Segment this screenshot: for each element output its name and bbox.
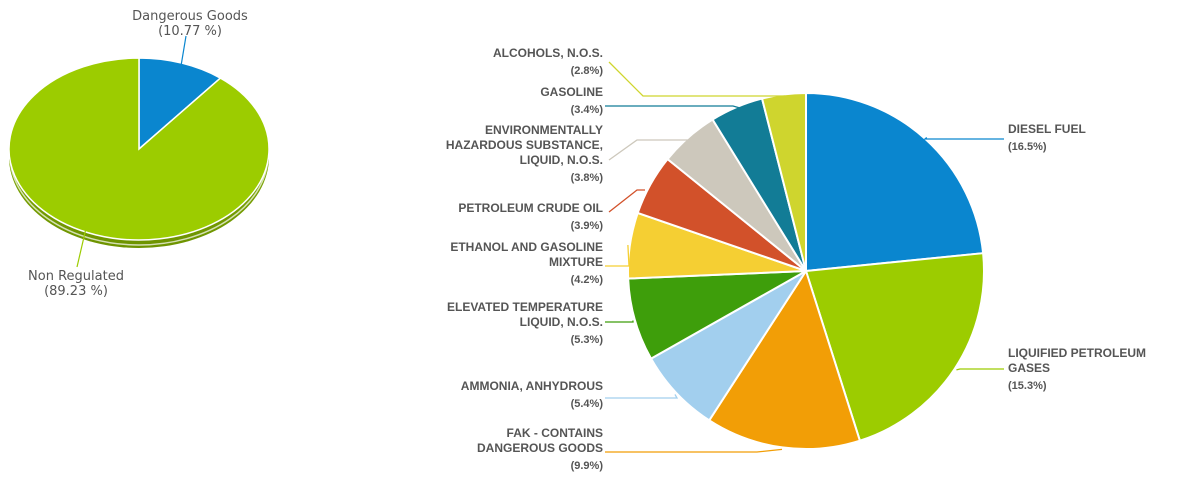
leader-line-elevated-temperature-liquid-n-o-s: [605, 320, 634, 323]
slice-label-petroleum-crude-oil: PETROLEUM CRUDE OIL: [458, 201, 603, 215]
slice-label-diesel-fuel: DIESEL FUEL: [1008, 122, 1086, 136]
pie-slice-fak-contains-dangerous-goods[interactable]: [707, 268, 862, 450]
slice-label-fak-contains-dangerous-goods: FAK - CONTAINS DANGEROUS GOODS: [477, 426, 603, 455]
slice-pct-ammonia-anhydrous: (5.4%): [571, 398, 604, 410]
pie-slice-diesel-fuel[interactable]: [805, 91, 985, 273]
slice-label-ammonia-anhydrous: AMMONIA, ANHYDROUS: [461, 379, 603, 393]
leader-line-petroleum-crude-oil: [608, 189, 645, 213]
slice-label-ethanol-and-gasoline-mixture: ETHANOL AND GASOLINE MIXTURE: [450, 240, 603, 269]
leader-line-gasoline: [605, 105, 741, 109]
slice-label-non-regulated: Non Regulated: [28, 269, 124, 284]
leader-line-alcohols-n-o-s: [608, 61, 785, 97]
slice-label-elevated-temperature-liquid-n-o-s: ELEVATED TEMPERATURE LIQUID, N.O.S.: [447, 300, 603, 329]
slice-pct-dangerous-goods: (10.77 %): [158, 24, 222, 39]
pie-slice-non-regulated[interactable]: [8, 57, 270, 241]
slice-pct-petroleum-crude-oil: (3.9%): [571, 220, 604, 232]
dangerous-goods-pie: Dangerous Goods(10.77 %) Non Regulated(89…: [8, 9, 270, 299]
pie-slice-dangerous-goods[interactable]: [138, 57, 222, 151]
slice-pct-elevated-temperature-liquid-n-o-s: (5.3%): [571, 334, 604, 346]
leader-line-environmentally-hazardous-substance-liquid-n-o-s: [608, 139, 689, 161]
slice-pct-fak-contains-dangerous-goods: (9.9%): [571, 460, 604, 472]
slice-pct-gasoline: (3.4%): [571, 104, 604, 116]
leader-line-dangerous-goods: [180, 35, 187, 67]
slice-label-environmentally-hazardous-substance-liquid-n-o-s: ENVIRONMENTALLY HAZARDOUS SUBSTANCE, LIQUI…: [446, 123, 603, 167]
leader-line-liquified-petroleum-gases: [956, 368, 1004, 371]
pie-slice-liquified-petroleum-gases[interactable]: [804, 252, 985, 442]
leader-line-non-regulated: [76, 223, 88, 268]
slice-pct-diesel-fuel: (16.5%): [1008, 141, 1047, 153]
slice-label-alcohols-n-o-s: ALCOHOLS, N.O.S.: [493, 46, 603, 60]
slice-pct-liquified-petroleum-gases: (15.3%): [1008, 380, 1047, 392]
slice-pct-alcohols-n-o-s: (2.8%): [571, 65, 604, 77]
slice-label-liquified-petroleum-gases: LIQUIFIED PETROLEUM GASES: [1008, 346, 1146, 375]
slice-pct-non-regulated: (89.23 %): [44, 284, 108, 299]
leader-line-ammonia-anhydrous: [605, 394, 679, 399]
pie-slice-alcohols-n-o-s[interactable]: [760, 91, 807, 272]
leader-line-fak-contains-dangerous-goods: [605, 448, 783, 453]
slice-label-gasoline: GASOLINE: [540, 85, 603, 99]
leader-line-ethanol-and-gasoline-mixture: [605, 244, 630, 267]
slice-label-dangerous-goods: Dangerous Goods: [132, 9, 248, 24]
slice-pct-environmentally-hazardous-substance-liquid-n-o-s: (3.8%): [571, 172, 604, 184]
slice-pct-ethanol-and-gasoline-mixture: (4.2%): [571, 274, 604, 286]
leader-line-diesel-fuel: [923, 137, 1004, 140]
commodity-pie: DIESEL FUEL (16.5%) LIQUIFIED PETROLEUM GAS…: [446, 46, 1146, 472]
